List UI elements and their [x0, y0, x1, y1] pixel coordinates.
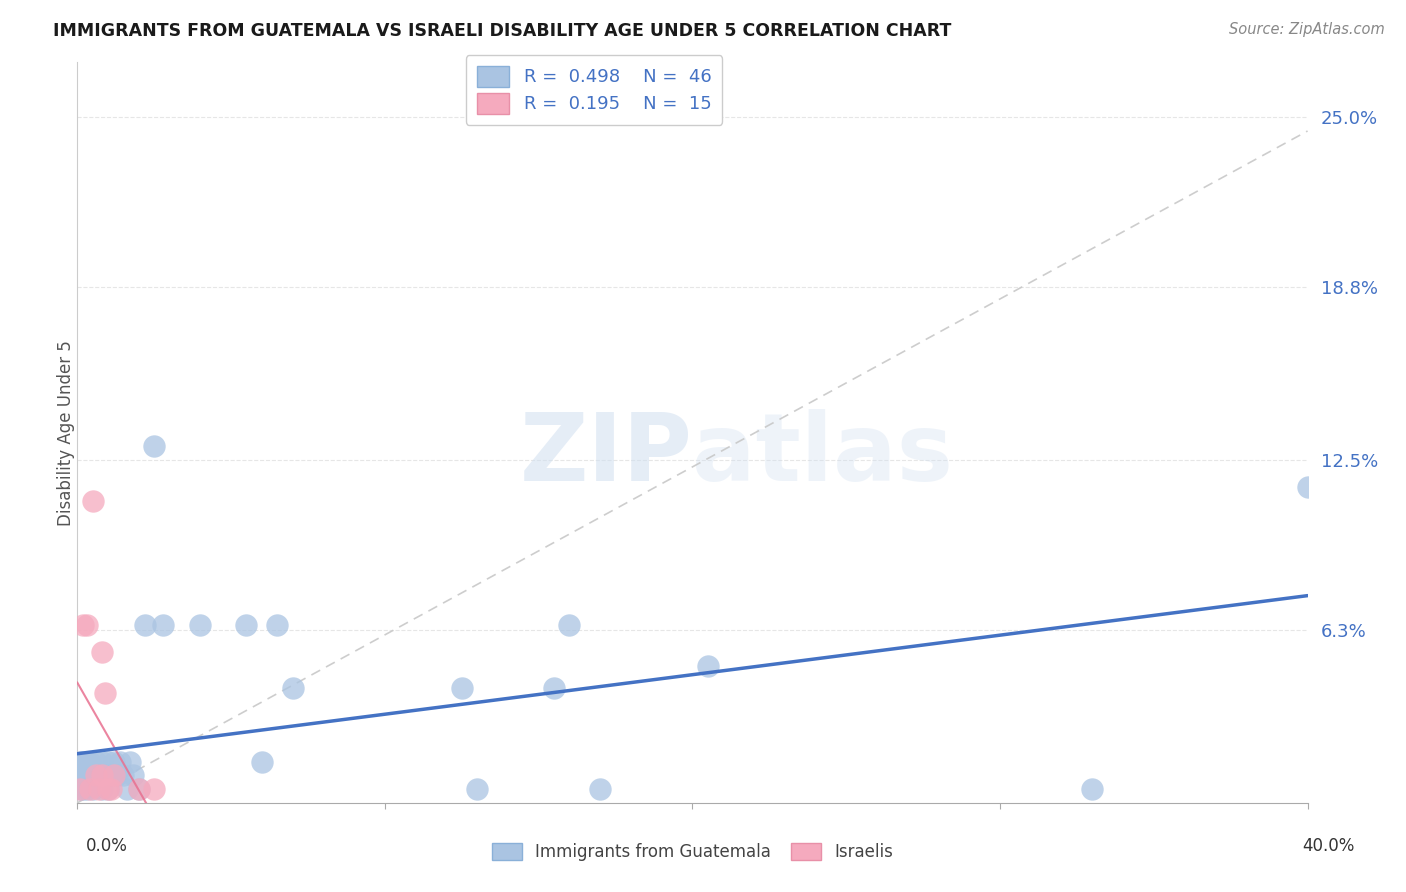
- Text: Source: ZipAtlas.com: Source: ZipAtlas.com: [1229, 22, 1385, 37]
- Text: 40.0%: 40.0%: [1302, 837, 1355, 855]
- Point: [69, 768, 91, 782]
- Point: [90, 768, 114, 782]
- Point: [97, 782, 120, 797]
- Point: [72, 782, 94, 797]
- Point: [100, 768, 122, 782]
- Point: [250, 755, 273, 769]
- Point: [465, 782, 488, 797]
- Point: [118, 755, 141, 769]
- Point: [72, 617, 94, 632]
- Y-axis label: Disability Age Under 5: Disability Age Under 5: [58, 340, 75, 525]
- Point: [79, 768, 101, 782]
- Point: [82, 768, 104, 782]
- Point: [97, 755, 120, 769]
- Point: [696, 658, 718, 673]
- Point: [152, 617, 174, 632]
- Point: [281, 681, 304, 695]
- Point: [90, 755, 114, 769]
- Point: [94, 768, 117, 782]
- Point: [188, 617, 212, 632]
- Point: [69, 782, 91, 797]
- Point: [72, 768, 94, 782]
- Point: [558, 617, 581, 632]
- Point: [1081, 782, 1104, 797]
- Point: [76, 782, 98, 797]
- Point: [84, 768, 107, 782]
- Point: [112, 768, 135, 782]
- Point: [115, 782, 138, 797]
- Point: [79, 782, 101, 797]
- Text: atlas: atlas: [693, 409, 953, 500]
- Point: [143, 439, 166, 453]
- Point: [82, 782, 104, 797]
- Point: [1296, 480, 1319, 494]
- Point: [90, 645, 114, 659]
- Point: [90, 782, 114, 797]
- Point: [128, 782, 150, 797]
- Point: [235, 617, 257, 632]
- Text: 0.0%: 0.0%: [86, 837, 128, 855]
- Point: [97, 782, 120, 797]
- Text: ZIP: ZIP: [520, 409, 693, 500]
- Point: [79, 755, 101, 769]
- Point: [76, 768, 98, 782]
- Point: [266, 617, 288, 632]
- Point: [543, 681, 565, 695]
- Point: [87, 782, 110, 797]
- Point: [72, 755, 94, 769]
- Point: [69, 755, 91, 769]
- Point: [121, 768, 143, 782]
- Point: [103, 755, 125, 769]
- Point: [450, 681, 472, 695]
- Point: [110, 755, 132, 769]
- Point: [100, 782, 122, 797]
- Point: [84, 768, 107, 782]
- Point: [94, 686, 117, 700]
- Point: [76, 617, 98, 632]
- Point: [82, 494, 104, 508]
- Point: [76, 755, 98, 769]
- Point: [69, 782, 91, 797]
- Legend: Immigrants from Guatemala, Israelis: Immigrants from Guatemala, Israelis: [492, 843, 893, 861]
- Point: [128, 782, 150, 797]
- Point: [103, 768, 125, 782]
- Point: [134, 617, 156, 632]
- Point: [84, 755, 107, 769]
- Point: [87, 768, 110, 782]
- Point: [105, 768, 128, 782]
- Text: IMMIGRANTS FROM GUATEMALA VS ISRAELI DISABILITY AGE UNDER 5 CORRELATION CHART: IMMIGRANTS FROM GUATEMALA VS ISRAELI DIS…: [53, 22, 952, 40]
- Point: [143, 782, 166, 797]
- Point: [589, 782, 612, 797]
